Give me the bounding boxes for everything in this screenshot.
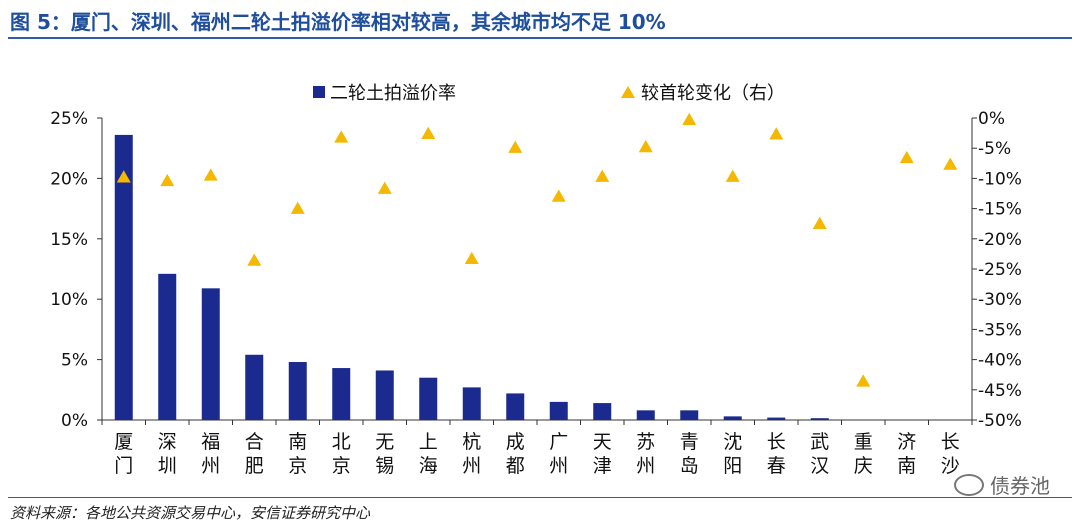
x-label-杭州: 杭州 xyxy=(462,431,481,477)
source-note: 资料来源：各地公共资源交易中心，安信证券研究中心 xyxy=(10,504,371,522)
bar-天津 xyxy=(593,403,612,420)
marker-天津 xyxy=(595,169,610,182)
chart: 二轮土拍溢价率 较首轮变化（右） 0% 5% 10% 15% 20% 25% 0% -5% -10… xyxy=(50,83,1022,477)
y-right-tick-label: -10% xyxy=(978,169,1022,189)
x-label-天津: 天津 xyxy=(593,431,612,477)
y-right-tick-label: -15% xyxy=(978,200,1022,220)
bar-厦门 xyxy=(114,134,133,421)
marker-沈阳 xyxy=(725,169,740,182)
title-divider xyxy=(8,37,1072,39)
y-left-tick-label: 5% xyxy=(61,351,88,371)
x-label-苏州: 苏州 xyxy=(636,431,655,477)
wechat-icon xyxy=(954,473,984,496)
x-label-重庆: 重庆 xyxy=(854,431,873,477)
y-right-tick-label: -20% xyxy=(978,230,1022,250)
y-right-tick-label: -30% xyxy=(978,290,1022,310)
x-label-广州: 广州 xyxy=(549,431,568,477)
marker-苏州 xyxy=(638,139,653,153)
bar-武汉 xyxy=(810,418,829,420)
x-label-深圳: 深圳 xyxy=(158,431,177,477)
marker-合肥 xyxy=(247,253,262,266)
bar-广州 xyxy=(549,401,568,420)
marker-深圳 xyxy=(160,173,175,187)
x-label-武汉: 武汉 xyxy=(810,431,829,477)
bar-深圳 xyxy=(158,273,177,420)
marker-长沙 xyxy=(943,157,958,170)
y-left-tick-label: 10% xyxy=(50,290,88,310)
marker-福州 xyxy=(203,168,218,181)
marker-上海 xyxy=(421,126,436,139)
x-label-上海: 上海 xyxy=(419,431,438,477)
bar-苏州 xyxy=(636,410,655,420)
bar-沈阳 xyxy=(723,416,742,420)
marker-济南 xyxy=(899,150,914,164)
marker-重庆 xyxy=(856,374,871,387)
x-label-厦门: 厦门 xyxy=(114,431,133,477)
watermark: 债券池 xyxy=(954,470,1050,499)
x-label-长春: 长春 xyxy=(767,431,786,477)
y-right-tick-label: -50% xyxy=(978,411,1022,431)
bar-杭州 xyxy=(462,387,481,420)
y-right-tick-label: -45% xyxy=(978,381,1022,401)
marker-北京 xyxy=(334,130,349,143)
y-left-tick-label: 20% xyxy=(50,169,88,189)
marker-成都 xyxy=(508,140,523,153)
bar-福州 xyxy=(201,288,220,420)
legend-marker-swatch xyxy=(621,86,635,98)
x-label-南京: 南京 xyxy=(288,431,307,477)
marker-广州 xyxy=(551,189,566,202)
x-label-北京: 北京 xyxy=(332,431,351,477)
figure-title: 图 5：厦门、深圳、福州二轮土拍溢价率相对较高，其余城市均不足 10% xyxy=(10,10,666,34)
x-label-长沙: 长沙 xyxy=(941,431,960,477)
legend-bar-swatch xyxy=(313,86,325,98)
y-right-tick-label: 0% xyxy=(978,109,1005,129)
x-label-沈阳: 沈阳 xyxy=(723,431,742,477)
bar-无锡 xyxy=(375,370,394,420)
bar-长春 xyxy=(767,417,786,420)
y-left-tick-label: 0% xyxy=(61,411,88,431)
y-right-tick-label: -35% xyxy=(978,320,1022,340)
y-right-tick-label: -25% xyxy=(978,260,1022,280)
x-label-福州: 福州 xyxy=(201,431,220,477)
bar-合肥 xyxy=(245,354,264,420)
legend-marker-label: 较首轮变化（右） xyxy=(641,83,785,104)
marker-南京 xyxy=(290,201,305,214)
x-label-成都: 成都 xyxy=(506,431,525,477)
bar-成都 xyxy=(506,393,525,420)
marker-无锡 xyxy=(377,181,392,194)
x-label-无锡: 无锡 xyxy=(375,431,394,477)
x-label-合肥: 合肥 xyxy=(245,431,264,477)
bar-南京 xyxy=(288,362,307,420)
source-divider xyxy=(8,497,1072,498)
y-left-tick-label: 25% xyxy=(50,109,88,129)
marker-厦门 xyxy=(116,170,131,183)
marker-长春 xyxy=(769,127,784,140)
marker-青岛 xyxy=(682,112,697,126)
marker-武汉 xyxy=(812,216,827,229)
bar-青岛 xyxy=(680,410,699,420)
bar-北京 xyxy=(332,368,351,420)
y-right-tick-label: -40% xyxy=(978,351,1022,371)
x-label-济南: 济南 xyxy=(897,431,916,477)
y-left-tick-label: 15% xyxy=(50,230,88,250)
legend-bar-label: 二轮土拍溢价率 xyxy=(330,83,456,104)
y-right-tick-label: -5% xyxy=(978,139,1011,159)
x-label-青岛: 青岛 xyxy=(680,431,699,477)
watermark-text: 债券池 xyxy=(990,474,1050,498)
bar-上海 xyxy=(419,377,438,420)
marker-杭州 xyxy=(464,251,479,264)
